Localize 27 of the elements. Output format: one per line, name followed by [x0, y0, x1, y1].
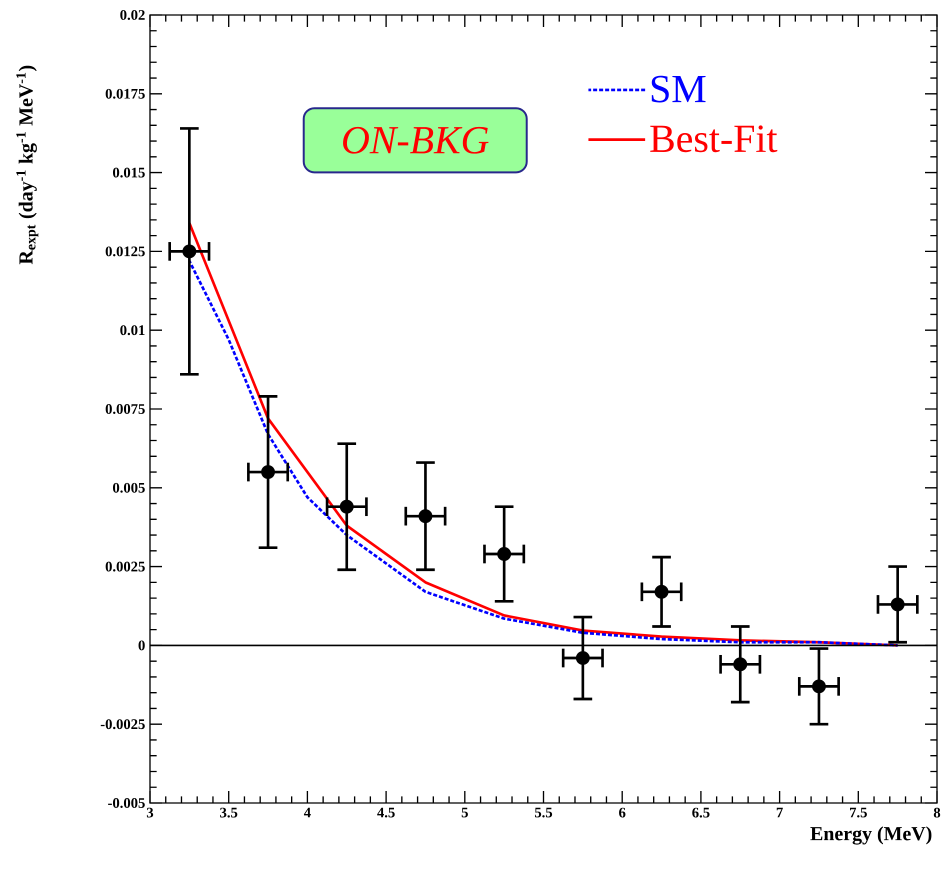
y-tick-label: 0.0075 [106, 404, 145, 414]
x-tick-label: 5 [462, 808, 468, 818]
y-tick-label: -0.005 [108, 798, 145, 808]
text: R$_{expt}$ (day$^{-1}$ kg$^{-1}$ MeV$^{-1}$) [16, 66, 38, 264]
y-tick-label: 0.0125 [106, 246, 145, 256]
x-tick-label: 3 [146, 808, 154, 818]
y-tick-label: 0.015 [112, 168, 145, 178]
y-tick-label: 0.0025 [106, 562, 145, 572]
x-tick-label: 6 [619, 808, 626, 818]
x-tick-label: 6.5 [692, 808, 710, 818]
x-axis-title: Energy (MeV) [810, 826, 932, 845]
legend-label: SM [652, 76, 706, 103]
y-tick-label: 0.02 [120, 10, 145, 20]
y-tick-label: -0.0025 [100, 719, 145, 730]
x-tick-label: 7.5 [850, 808, 867, 818]
legend-label: Best-Fit [650, 125, 778, 152]
y-tick-label: 0.005 [112, 482, 145, 493]
y-tick-label: 0 [138, 640, 145, 650]
x-tick-label: 3.5 [220, 808, 238, 818]
annotation: ON-BKG [343, 126, 489, 154]
x-tick-label: 8 [934, 808, 940, 818]
x-tick-label: 4 [304, 808, 311, 818]
y-tick-label: 0.01 [120, 325, 145, 336]
x-tick-label: 4.5 [377, 808, 395, 818]
x-tick-label: 7 [776, 808, 783, 818]
x-tick-label: 5.5 [534, 808, 552, 818]
y-tick-label: 0.0175 [106, 88, 145, 99]
